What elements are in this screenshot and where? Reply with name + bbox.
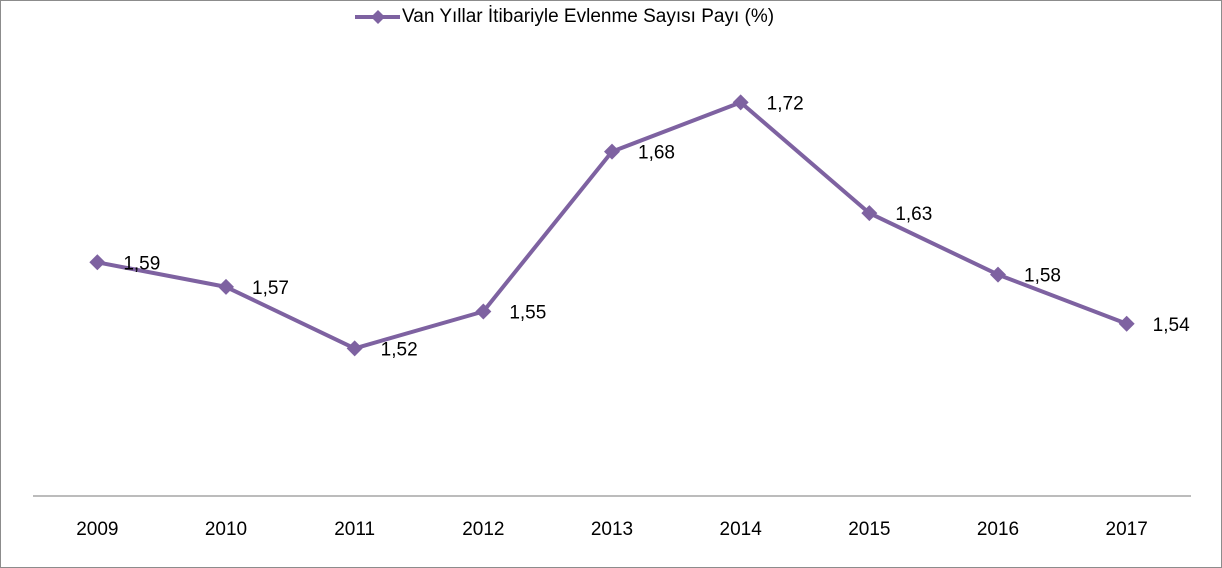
data-label: 1,54 <box>1153 315 1190 336</box>
data-label: 1,63 <box>895 204 932 225</box>
data-label: 1,68 <box>638 143 675 164</box>
point-marker <box>990 266 1006 283</box>
x-tick-label: 2010 <box>205 519 247 540</box>
point-marker <box>346 340 363 357</box>
x-tick-label: 2009 <box>76 519 118 540</box>
x-tick-label: 2015 <box>848 519 890 540</box>
data-label: 1,58 <box>1024 266 1061 287</box>
point-marker <box>604 143 620 160</box>
data-label: 1,55 <box>509 303 546 324</box>
x-tick-label: 2017 <box>1106 519 1148 540</box>
point-marker <box>475 303 492 320</box>
x-tick-label: 2012 <box>462 519 504 540</box>
data-label: 1,59 <box>123 253 160 274</box>
x-tick-label: 2011 <box>334 519 375 540</box>
data-label: 1,72 <box>767 93 804 114</box>
x-tick-label: 2014 <box>720 519 763 540</box>
point-marker <box>89 254 106 271</box>
point-marker <box>218 278 234 295</box>
point-marker <box>861 205 878 222</box>
x-tick-label: 2016 <box>977 519 1019 540</box>
data-label: 1,52 <box>381 339 418 360</box>
x-tick-label: 2013 <box>591 519 633 540</box>
data-label: 1,57 <box>252 278 289 299</box>
point-marker <box>732 94 749 111</box>
legend-marker <box>371 10 385 24</box>
legend-label: Van Yıllar İtibariyle Evlenme Sayısı Pay… <box>402 6 774 27</box>
point-marker <box>1118 315 1135 332</box>
